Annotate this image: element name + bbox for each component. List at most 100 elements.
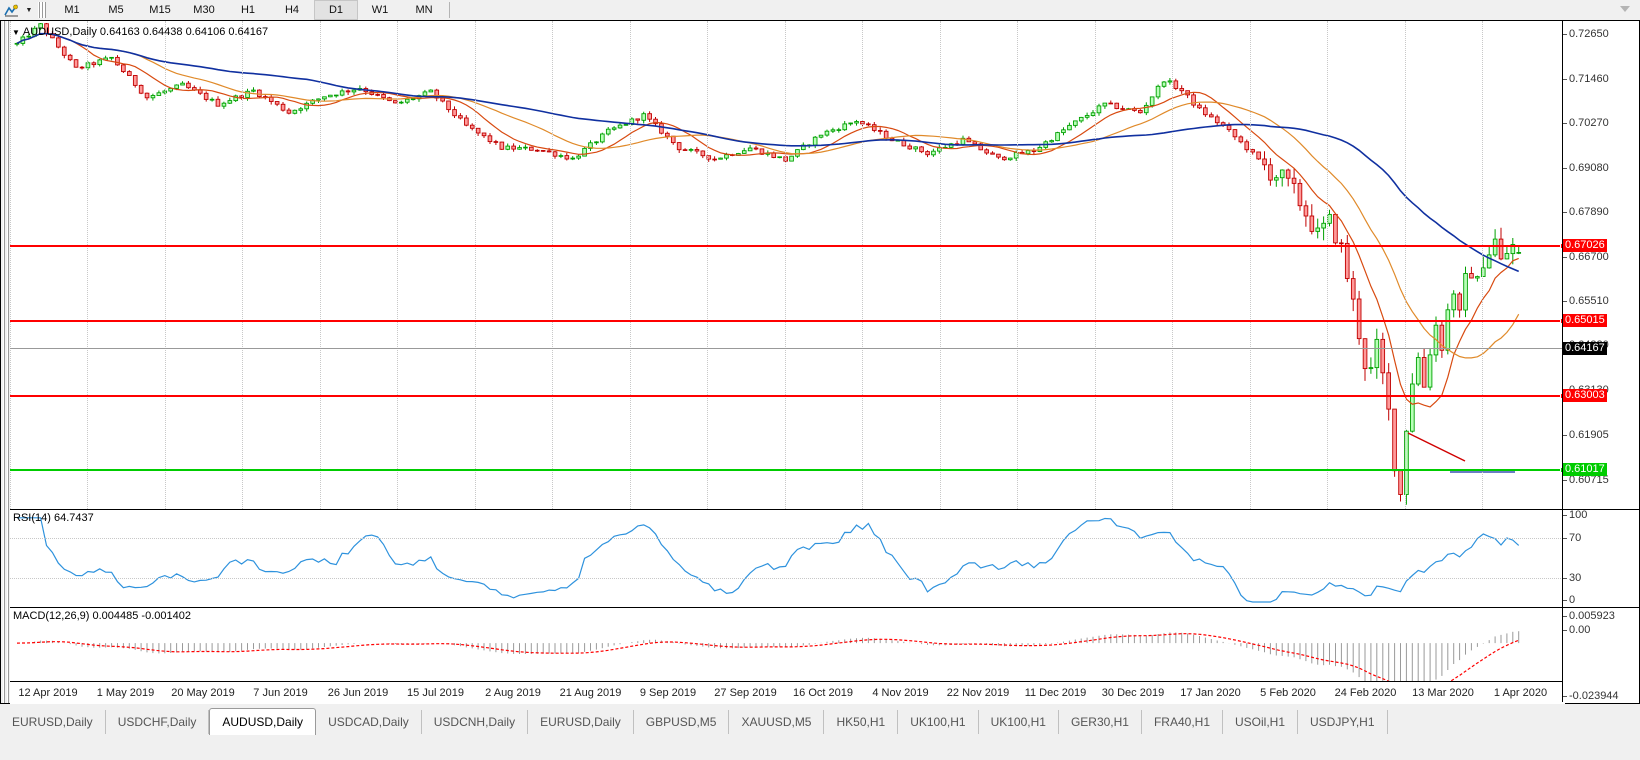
price-tick: 0.70270 [1563,118,1609,129]
chart-container[interactable]: ▼ AUDUSD,Daily 0.64163 0.64438 0.64106 0.… [0,20,1640,704]
price-tick: 0.61905 [1563,430,1609,441]
timeframe-m30[interactable]: M30 [193,4,215,16]
symbol-tab-eurusd-daily[interactable]: EURUSD,Daily [528,710,634,734]
rsi-tick: 70 [1563,533,1581,544]
level-label-0.67026[interactable]: 0.67026 [1563,239,1607,252]
rsi-axis[interactable]: 100 70 30 0 [1562,510,1639,607]
symbol-tab-eurusd-daily[interactable]: EURUSD,Daily [0,710,106,734]
level-label-0.61017[interactable]: 0.61017 [1563,463,1607,476]
time-tick: 17 Jan 2020 [1180,687,1241,699]
grid-line-v [862,21,864,509]
timeframe-d1[interactable]: D1 [314,0,358,20]
rsi-level-70 [10,538,1639,539]
time-tick: 2 Aug 2019 [485,687,541,699]
symbol-tab-usoil-h1[interactable]: USOil,H1 [1223,710,1299,734]
symbol-tabbar: EURUSD,Daily USDCHF,Daily AUDUSD,Daily USDC… [0,704,1640,760]
current-price-line [10,348,1563,349]
price-tick: 0.71460 [1563,74,1609,85]
symbol-tab-hk50-h1[interactable]: HK50,H1 [824,710,899,734]
symbol-tab-fra40-h1[interactable]: FRA40,H1 [1142,710,1223,734]
time-tick: 7 Jun 2019 [253,687,308,699]
symbol-tab-usdcnh-daily[interactable]: USDCNH,Daily [422,710,529,734]
time-tick: 30 Dec 2019 [1101,687,1165,699]
timeframe-w1[interactable]: W1 [371,4,389,16]
timeframe-mn[interactable]: MN [415,4,433,16]
scroll-down-icon[interactable] [1620,6,1630,12]
time-tick: 4 Nov 2019 [872,687,929,699]
chart-header-text: AUDUSD,Daily 0.64163 0.64438 0.64106 0.6… [22,26,269,38]
chevron-down-icon[interactable]: ▼ [25,6,33,14]
price-pane[interactable]: ▼ AUDUSD,Daily 0.64163 0.64438 0.64106 0.… [10,21,1639,509]
grid-line-v [630,21,632,509]
symbol-tab-xauusd-m5[interactable]: XAUUSD,M5 [729,710,825,734]
level-line-resistance-2[interactable] [10,318,1566,324]
time-tick: 1 Apr 2020 [1493,687,1548,699]
time-tick: 15 Jul 2019 [407,687,464,699]
toolbar: ▼ M1 M5 M15 M30 H1 H4 D1 W1 MN [0,0,1640,21]
price-tick: 0.65510 [1563,296,1609,307]
grid-line-v [1482,21,1484,509]
level-label-0.63003[interactable]: 0.63003 [1563,389,1607,402]
price-axis[interactable]: 0.72650 0.71460 0.70270 0.69080 0.67890 0.667… [1562,21,1639,509]
grid-line-v [1095,21,1097,509]
grid-line-v [1327,21,1329,509]
grid-line-v [1017,21,1019,509]
time-tick: 5 Feb 2020 [1260,687,1316,699]
grid-line-v [320,21,322,509]
symbol-tab-usdchf-daily[interactable]: USDCHF,Daily [106,710,210,734]
macd-tick: 0.005923 [1563,611,1615,622]
time-axis[interactable]: 12 Apr 2019 1 May 2019 20 May 2019 7 Jun 20… [10,681,1565,704]
macd-axis[interactable]: 0.005923 0.00 -0.023944 [1562,608,1639,702]
symbol-tab-uk100-h1[interactable]: UK100,H1 [898,710,979,734]
time-tick: 24 Feb 2020 [1334,687,1397,699]
toolbar-grip[interactable] [38,2,46,18]
macd-tick: -0.023944 [1563,691,1619,702]
rsi-pane[interactable]: RSI(14) 64.7437 100 70 30 0 [10,510,1639,607]
pane-divider-2[interactable] [10,607,1639,608]
macd-tick: 0.00 [1563,625,1590,636]
timeframe-h4[interactable]: H4 [284,4,300,16]
symbol-tab-usdjpy-h1[interactable]: USDJPY,H1 [1298,710,1388,734]
grid-line-v [707,21,709,509]
time-tick: 16 Oct 2019 [793,687,853,699]
rsi-tick: 100 [1563,510,1587,521]
timeframe-m1[interactable]: M1 [64,4,80,16]
price-tick: 0.69080 [1563,163,1609,174]
grid-line-v [1405,21,1407,509]
price-tick: 0.66700 [1563,252,1609,263]
time-tick: 11 Dec 2019 [1024,687,1087,699]
timeframe-h1[interactable]: H1 [240,4,256,16]
grid-line-v [10,21,12,509]
level-label-0.65015[interactable]: 0.65015 [1563,314,1607,327]
timeframe-m15[interactable]: M15 [149,4,171,16]
level-line-resistance-3[interactable] [10,393,1566,399]
rsi-series [17,517,1520,603]
grid-line-v [87,21,89,509]
time-tick: 22 Nov 2019 [946,687,1010,699]
rsi-level-30 [10,578,1639,579]
price-tick: 0.72650 [1563,29,1609,40]
grid-line-v [475,21,477,509]
time-tick: 20 May 2019 [171,687,235,699]
chart-left-grip [1,21,10,703]
grid-line-v [165,21,167,509]
symbol-tab-usdcad-daily[interactable]: USDCAD,Daily [316,710,422,734]
rsi-tick: 0 [1563,595,1575,606]
symbol-tab-audusd-daily[interactable]: AUDUSD,Daily [209,708,317,735]
triangle-down-icon[interactable]: ▼ [12,28,20,37]
symbol-tab-uk100-h1[interactable]: UK100,H1 [979,710,1059,734]
grid-line-v [785,21,787,509]
charts-icon[interactable] [0,1,22,19]
symbol-tab-gbpusd-m5[interactable]: GBPUSD,M5 [634,710,730,734]
grid-line-v [552,21,554,509]
level-line-support-1[interactable] [10,467,1566,473]
grid-line-v [1172,21,1174,509]
time-tick: 13 Mar 2020 [1412,687,1474,699]
timeframe-m5[interactable]: M5 [108,4,124,16]
pane-divider-1[interactable] [10,509,1639,510]
symbol-tab-ger30-h1[interactable]: GER30,H1 [1059,710,1142,734]
level-line-resistance-1[interactable] [10,243,1566,249]
time-tick: 12 Apr 2019 [18,687,78,699]
price-tick: 0.67890 [1563,207,1609,218]
